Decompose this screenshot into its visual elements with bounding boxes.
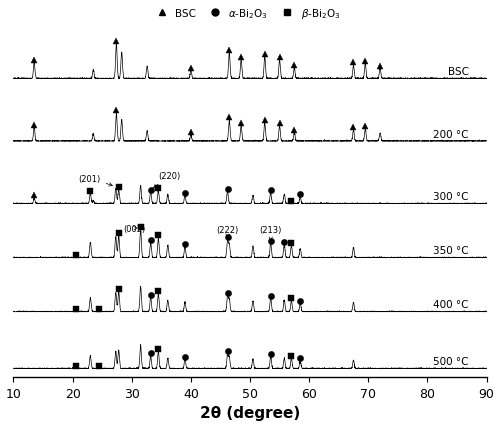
- Text: (002): (002): [124, 224, 146, 233]
- Text: 300 °C: 300 °C: [434, 192, 469, 202]
- Text: 400 °C: 400 °C: [434, 300, 469, 310]
- Text: 500 °C: 500 °C: [434, 357, 469, 366]
- Text: (222): (222): [216, 225, 238, 238]
- Text: 350 °C: 350 °C: [433, 246, 469, 256]
- Text: (213): (213): [260, 225, 282, 241]
- X-axis label: 2θ (degree): 2θ (degree): [200, 406, 300, 420]
- Text: BSC: BSC: [448, 67, 469, 77]
- Text: (201): (201): [78, 174, 112, 187]
- Text: 200 °C: 200 °C: [434, 130, 469, 139]
- Text: (220): (220): [154, 171, 180, 188]
- Legend: BSC, $\alpha$-Bi$_2$O$_3$, $\beta$-Bi$_2$O$_3$: BSC, $\alpha$-Bi$_2$O$_3$, $\beta$-Bi$_2…: [151, 7, 340, 21]
